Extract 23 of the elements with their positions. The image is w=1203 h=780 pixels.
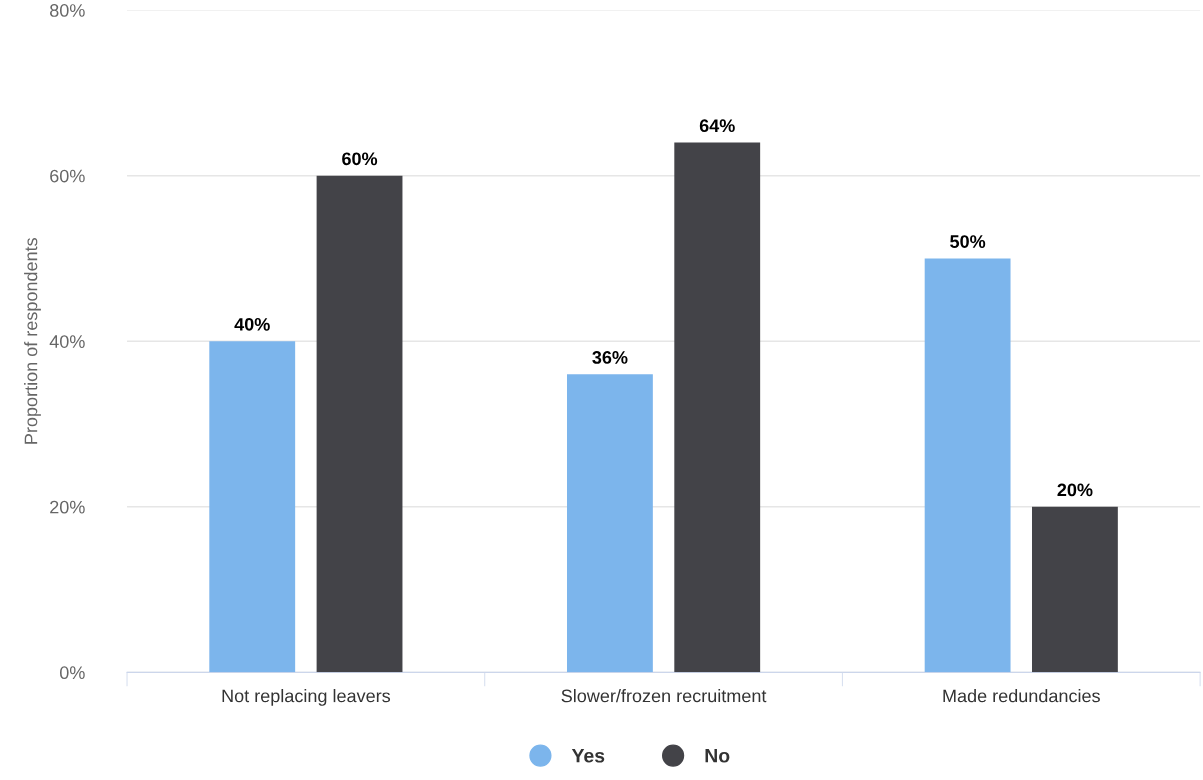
y-tick-label: 20% bbox=[50, 500, 85, 514]
bar bbox=[567, 374, 653, 673]
data-label: 40% bbox=[234, 317, 270, 331]
y-axis-title: Proportion of respondents bbox=[24, 238, 41, 444]
y-tick-label: 0% bbox=[59, 666, 85, 680]
y-tick-label: 60% bbox=[50, 169, 85, 183]
bar bbox=[209, 341, 296, 673]
bar bbox=[1032, 506, 1118, 673]
data-label: 20% bbox=[1057, 483, 1093, 497]
x-tick-label: Not replacing leavers bbox=[222, 689, 391, 706]
legend-label: Yes bbox=[571, 748, 605, 763]
data-label: 64% bbox=[699, 119, 735, 133]
x-tick-label: Slower/frozen recruitment bbox=[561, 689, 767, 703]
y-tick-label: 40% bbox=[49, 335, 85, 348]
data-label: 60% bbox=[342, 152, 378, 166]
y-tick-label: 80% bbox=[50, 4, 85, 17]
bar bbox=[316, 175, 403, 673]
data-label: 36% bbox=[592, 351, 628, 364]
x-tick-label: Made redundancies bbox=[943, 689, 1100, 703]
legend-label: No bbox=[705, 748, 730, 763]
bar bbox=[674, 142, 761, 673]
data-label: 50% bbox=[950, 235, 986, 248]
bar bbox=[924, 258, 1011, 673]
